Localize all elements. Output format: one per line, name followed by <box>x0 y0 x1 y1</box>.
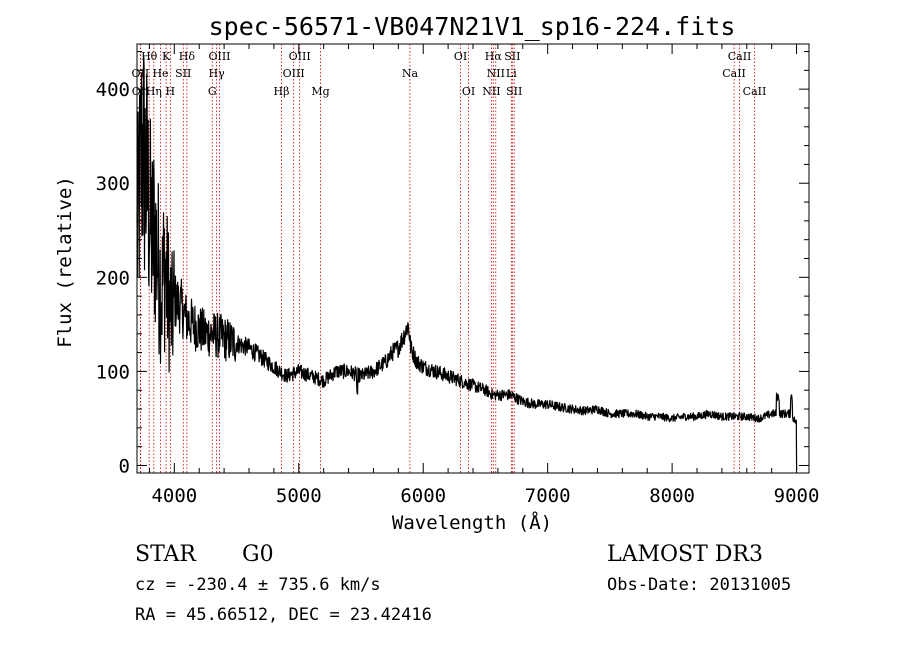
redshift-info: cz = -230.4 ± 735.6 km/s <box>135 575 381 595</box>
survey-name: LAMOST DR3 <box>607 542 763 567</box>
line-label-27: CaII <box>743 85 767 98</box>
x-tick-label-4000: 4000 <box>151 485 197 507</box>
line-label-0: Hθ <box>141 50 158 63</box>
line-label-20: H <box>166 85 176 98</box>
line-label-1: K <box>162 50 171 63</box>
line-label-26: SII <box>506 85 522 98</box>
line-label-16: Li <box>506 67 517 80</box>
x-tick-label-6000: 6000 <box>400 485 446 507</box>
line-label-14: Na <box>402 67 419 80</box>
line-label-4: OIII <box>289 50 311 63</box>
x-tick-label-5000: 5000 <box>276 485 322 507</box>
plot-frame <box>136 43 810 474</box>
y-tick-label-300: 300 <box>96 173 130 195</box>
x-axis-label: Wavelength (Å) <box>392 511 552 534</box>
line-label-25: NII <box>482 85 500 98</box>
line-label-2: Hδ <box>179 50 196 63</box>
y-tick-label-100: 100 <box>96 361 130 383</box>
line-label-8: CaII <box>728 50 752 63</box>
obs-date: Obs-Date: 20131005 <box>607 575 791 595</box>
spectral-line-markers <box>139 44 755 473</box>
line-label-15: NII <box>487 67 505 80</box>
chart-title: spec-56571-VB047N21V1_sp16-224.fits <box>209 12 736 41</box>
line-label-22: Hβ <box>274 85 290 98</box>
line-label-7: SII <box>504 50 520 63</box>
x-axis-ticks: 4000 5000 6000 7000 8000 9000 <box>148 44 820 507</box>
x-tick-label-9000: 9000 <box>774 485 820 507</box>
y-axis-label: Flux (relative) <box>54 176 76 348</box>
line-label-24: OI <box>462 85 475 98</box>
line-label-5: OI <box>454 50 467 63</box>
x-tick-label-8000: 8000 <box>649 485 695 507</box>
line-label-19: Hη <box>146 85 162 98</box>
line-label-17: CaII <box>722 67 746 80</box>
spectrum-series <box>136 55 798 471</box>
y-axis-ticks: 0 100 200 300 400 <box>96 51 809 477</box>
line-label-9: OII <box>132 67 150 80</box>
line-label-21: G <box>208 85 217 98</box>
object-subclass: G0 <box>242 542 274 567</box>
line-label-13: OIII <box>283 67 305 80</box>
line-label-3: OIII <box>208 50 230 63</box>
y-tick-label-400: 400 <box>96 79 130 101</box>
y-tick-label-200: 200 <box>96 267 130 289</box>
x-tick-label-7000: 7000 <box>525 485 571 507</box>
line-label-12: Hγ <box>209 67 226 80</box>
line-label-6: Hα <box>485 50 503 63</box>
line-label-11: SII <box>175 67 191 80</box>
y-tick-label-0: 0 <box>119 455 130 477</box>
line-label-23: Mg <box>311 85 329 98</box>
coordinates: RA = 45.66512, DEC = 23.42416 <box>135 605 432 625</box>
line-label-10: He <box>152 67 168 80</box>
object-class: STAR <box>135 542 197 567</box>
